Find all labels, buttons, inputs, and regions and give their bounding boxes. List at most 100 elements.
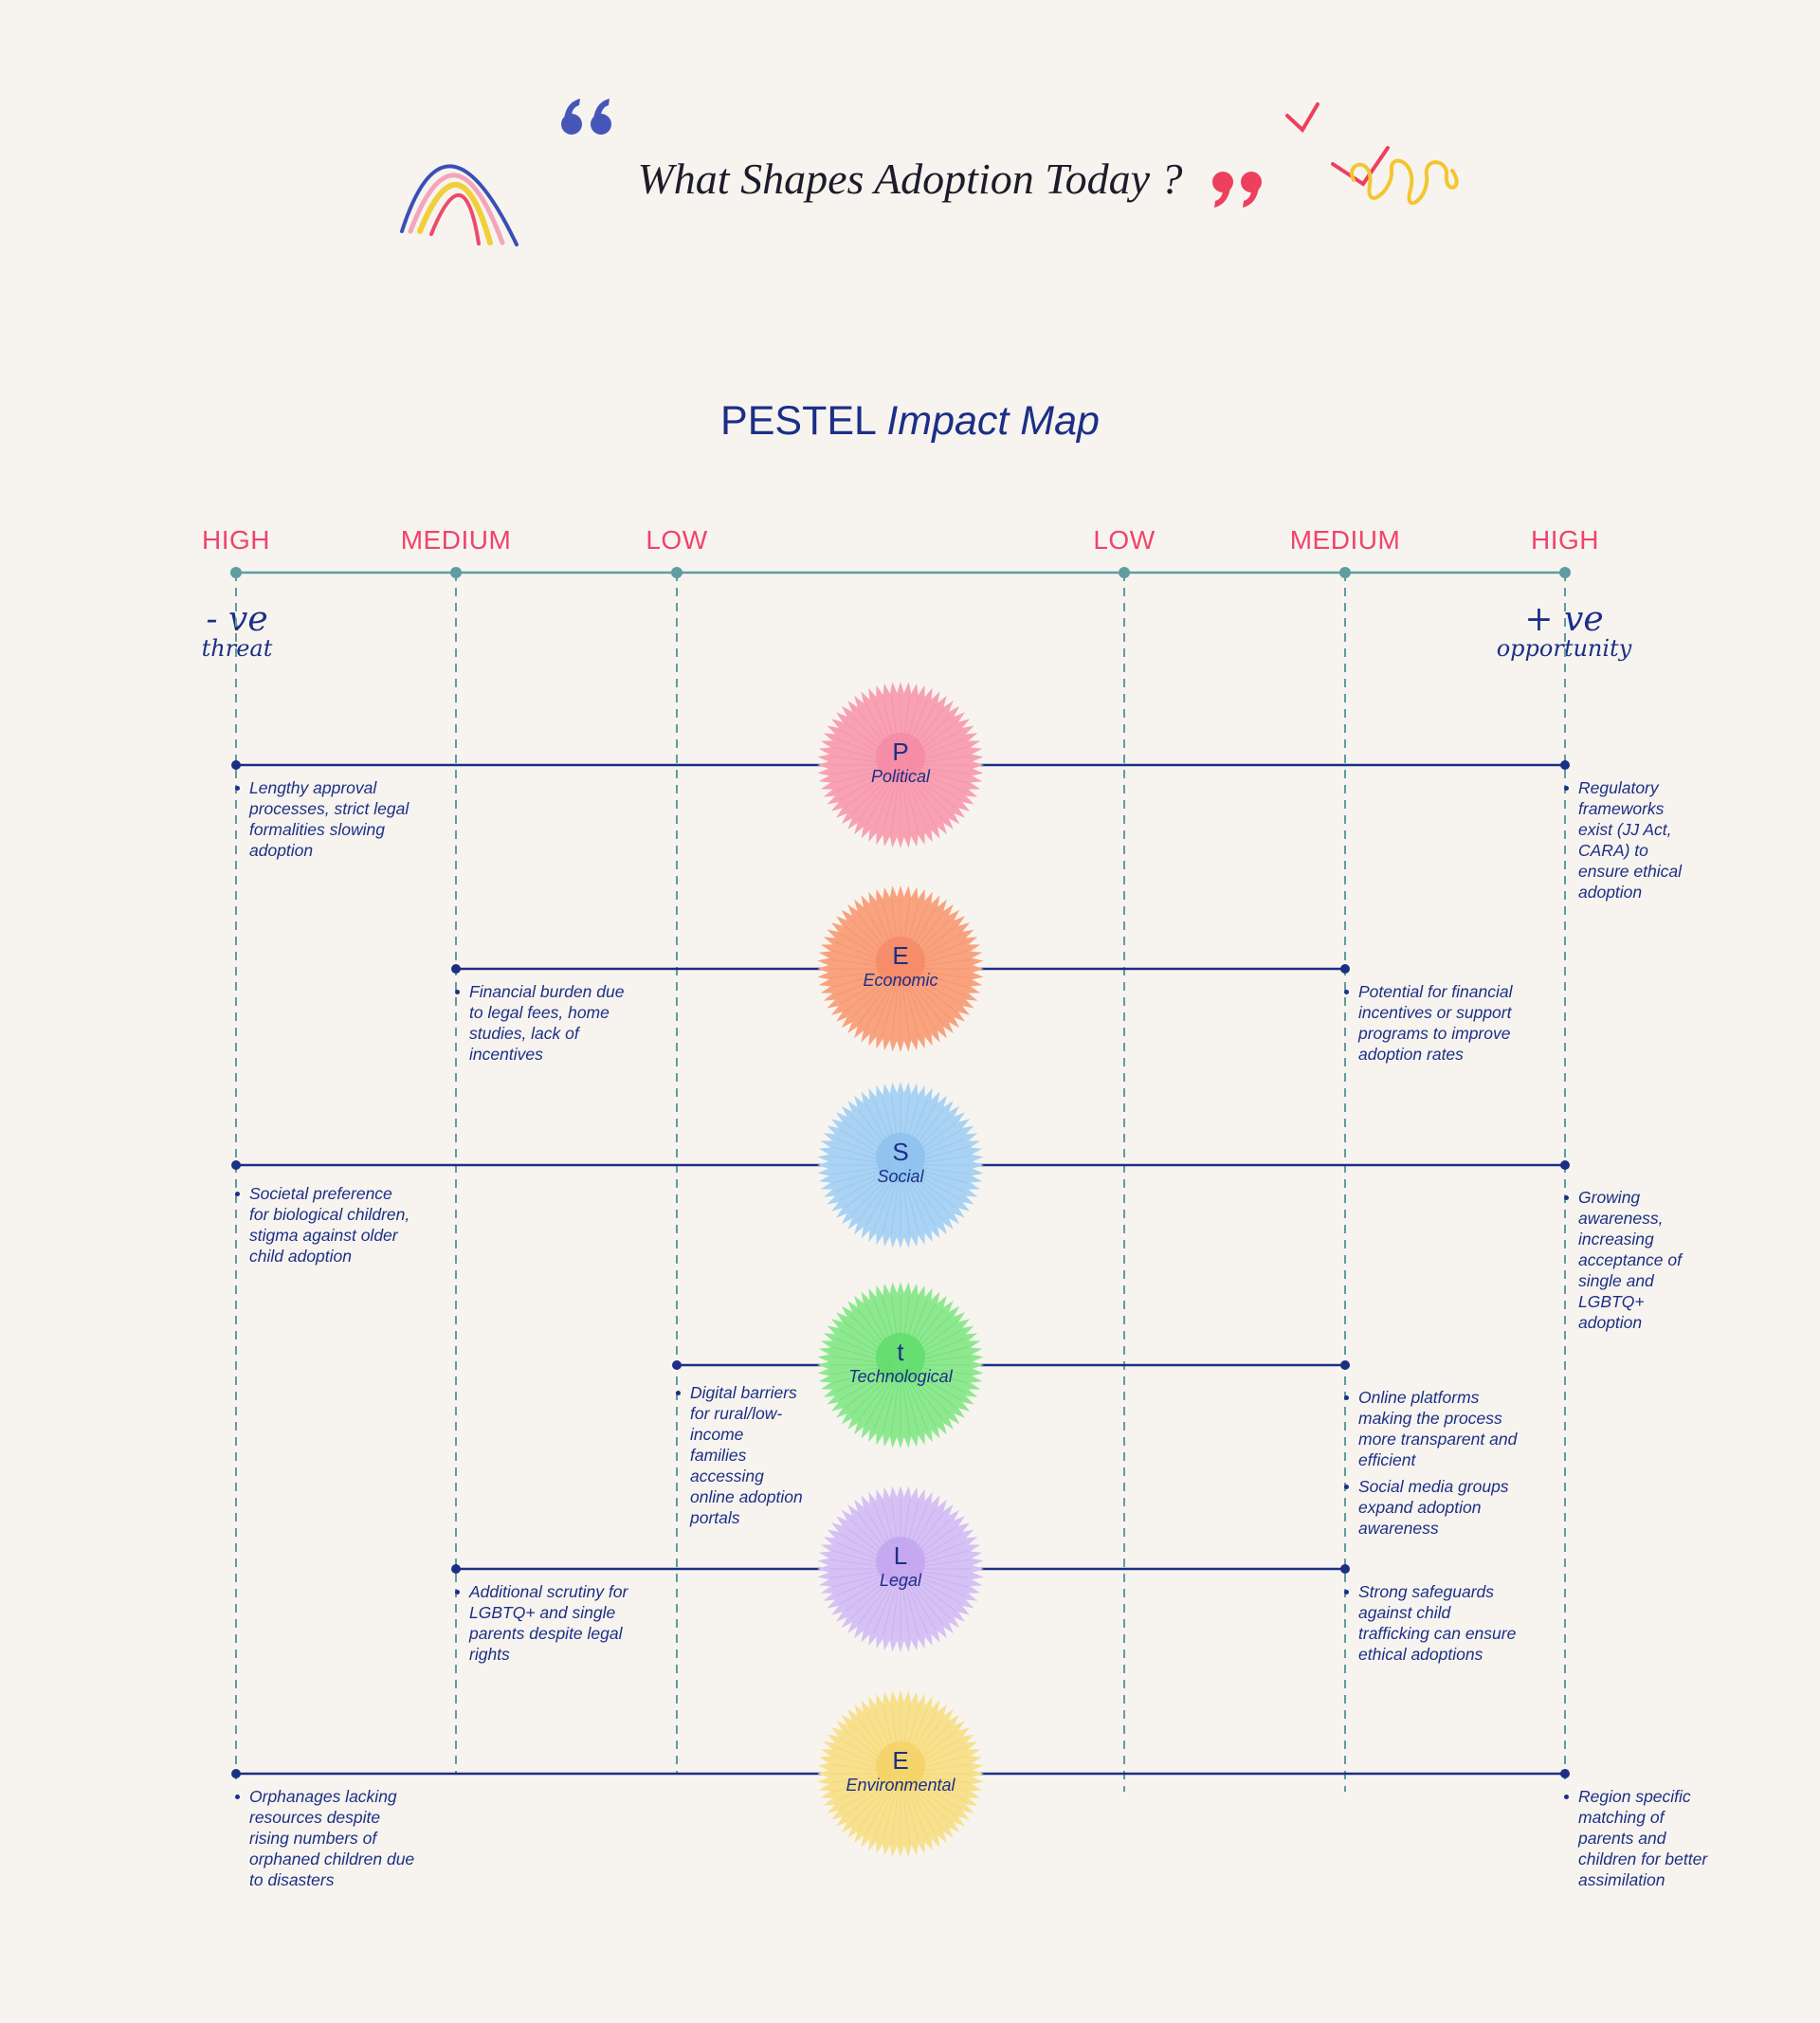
opportunity-item: Social media groups expand adoption awar… — [1344, 1476, 1520, 1539]
factor-burst-ray — [904, 1781, 937, 1835]
opportunity-level-dot — [1340, 964, 1350, 974]
factor-burst-ray — [890, 1374, 901, 1435]
factor-burst-ray — [844, 1370, 894, 1409]
opportunity-item: Online platforms making the process more… — [1344, 1387, 1520, 1470]
factor-burst-ray — [902, 1374, 919, 1433]
factor-burst-core — [876, 1741, 925, 1791]
factor-burst-ray — [890, 977, 901, 1039]
factor-name: Environmental — [846, 1776, 956, 1795]
factor-burst-ray — [903, 1577, 928, 1634]
threat-item: Digital barriers for rural/low-income fa… — [676, 1383, 803, 1527]
factor-burst-ray — [844, 1778, 894, 1817]
scale-axis-dot — [230, 567, 242, 578]
factor-burst-ray — [903, 1782, 928, 1839]
threat-description: Societal preference for biological child… — [234, 1183, 410, 1267]
threat-level-dot — [231, 1769, 241, 1778]
opportunity-level-dot — [1340, 1564, 1350, 1574]
factor-burst-ray — [857, 1372, 896, 1422]
opportunity-description: Regulatory frameworks exist (JJ Act, CAR… — [1563, 777, 1702, 902]
scale-axis-dot — [450, 567, 462, 578]
factor-burst-ray — [850, 1575, 895, 1619]
page-title: What Shapes Adoption Today ? — [637, 155, 1183, 203]
scribble-icon — [1350, 158, 1459, 206]
factor-letter: L — [893, 1541, 908, 1570]
threat-item: Orphanages lacking resources despite ris… — [235, 1787, 415, 1889]
scale-label-positive-high: HIGH — [1531, 525, 1599, 555]
map-title-italic: Impact Map — [886, 398, 1100, 444]
factor-burst-ray — [904, 1576, 937, 1631]
factor-burst-ray — [905, 1780, 944, 1831]
factor-burst-ray — [907, 1778, 957, 1817]
factor-burst-ray — [882, 1174, 899, 1233]
factor-burst-ray — [902, 977, 919, 1037]
opportunity-word: opportunity — [1496, 635, 1632, 662]
factor-burst-ray — [904, 976, 937, 1030]
scale-label-positive-medium: MEDIUM — [1289, 525, 1401, 555]
scale-axis-dot — [1339, 567, 1351, 578]
scale-label-positive-low: LOW — [1093, 525, 1156, 555]
factor-burst-ray — [873, 1174, 898, 1230]
factor-burst-ray — [901, 1577, 911, 1639]
opportunity-description: Strong safeguards against child traffick… — [1343, 1581, 1524, 1665]
factor-burst-ray — [890, 774, 901, 835]
scale-label-negative-low: LOW — [646, 525, 708, 555]
factor-burst-ray — [901, 1782, 911, 1844]
factor-burst-ray — [907, 1574, 957, 1613]
factor-burst-ray — [904, 773, 937, 827]
factor-burst-ray — [844, 1574, 894, 1613]
factor-burst-ray — [902, 1577, 919, 1637]
factor-burst-ray — [864, 1576, 897, 1631]
scale-axis-dot — [1559, 567, 1571, 578]
factor-burst-ray — [906, 771, 951, 815]
factor-burst-ray — [844, 974, 894, 1012]
factor-burst-ray — [903, 1174, 928, 1230]
factor-burst-ray — [857, 1172, 896, 1222]
factor-burst-ray — [844, 1170, 894, 1209]
opportunity-item: Strong safeguards against child traffick… — [1344, 1581, 1524, 1665]
factor-burst-ray — [904, 1173, 937, 1227]
factor-burst-ray — [903, 977, 928, 1034]
opportunity-description: Region specific matching of parents and … — [1563, 1786, 1720, 1890]
opportunity-level-dot — [1560, 1769, 1570, 1778]
factor-burst-ray — [905, 772, 944, 822]
factor-burst-ray — [901, 1174, 911, 1235]
factor-burst-ray — [864, 1373, 897, 1427]
factor-burst-ray — [906, 1171, 951, 1215]
factor-burst-ray — [907, 974, 957, 1012]
factor-letter: E — [892, 941, 909, 970]
factor-burst-ray — [902, 1174, 919, 1233]
close-quote-icon — [1212, 172, 1262, 208]
factor-burst-ray — [907, 770, 957, 809]
threat-level-dot — [672, 1360, 682, 1370]
factor-burst-ray — [901, 1374, 911, 1435]
threat-level-dot — [451, 1564, 461, 1574]
factor-burst-ray — [873, 977, 898, 1034]
factor-burst-ray — [882, 1374, 899, 1433]
threat-item: Financial burden due to legal fees, home… — [455, 981, 630, 1065]
factor-letter: P — [892, 738, 909, 766]
threat-item: Additional scrutiny for LGBTQ+ and singl… — [455, 1581, 630, 1665]
factor-node-social: S Social — [815, 1138, 986, 1187]
factor-name: Economic — [863, 971, 938, 990]
factor-burst-ray — [890, 1577, 901, 1639]
factor-burst-ray — [864, 1781, 897, 1835]
opportunity-item: Growing awareness, increasing acceptance… — [1564, 1187, 1702, 1333]
factor-name: Legal — [879, 1571, 922, 1590]
scale-label-negative-high: HIGH — [202, 525, 270, 555]
factor-burst-ray — [901, 977, 911, 1039]
threat-level-dot — [231, 1160, 241, 1170]
map-title: PESTEL Impact Map — [531, 398, 1289, 445]
factor-burst-ray — [873, 1374, 898, 1431]
factor-burst-core — [876, 733, 925, 782]
factor-burst-core — [876, 1333, 925, 1382]
opportunity-item: Region specific matching of parents and … — [1564, 1786, 1720, 1890]
factor-burst-ray — [906, 975, 951, 1019]
factor-node-political: P Political — [815, 738, 986, 787]
factor-burst-ray — [873, 1782, 898, 1839]
factor-burst-core — [876, 1537, 925, 1586]
opportunity-description: Growing awareness, increasing acceptance… — [1563, 1187, 1702, 1333]
factor-burst-ray — [890, 1782, 901, 1844]
factor-node-economic: E Economic — [815, 941, 986, 991]
factor-burst-ray — [907, 1170, 957, 1209]
